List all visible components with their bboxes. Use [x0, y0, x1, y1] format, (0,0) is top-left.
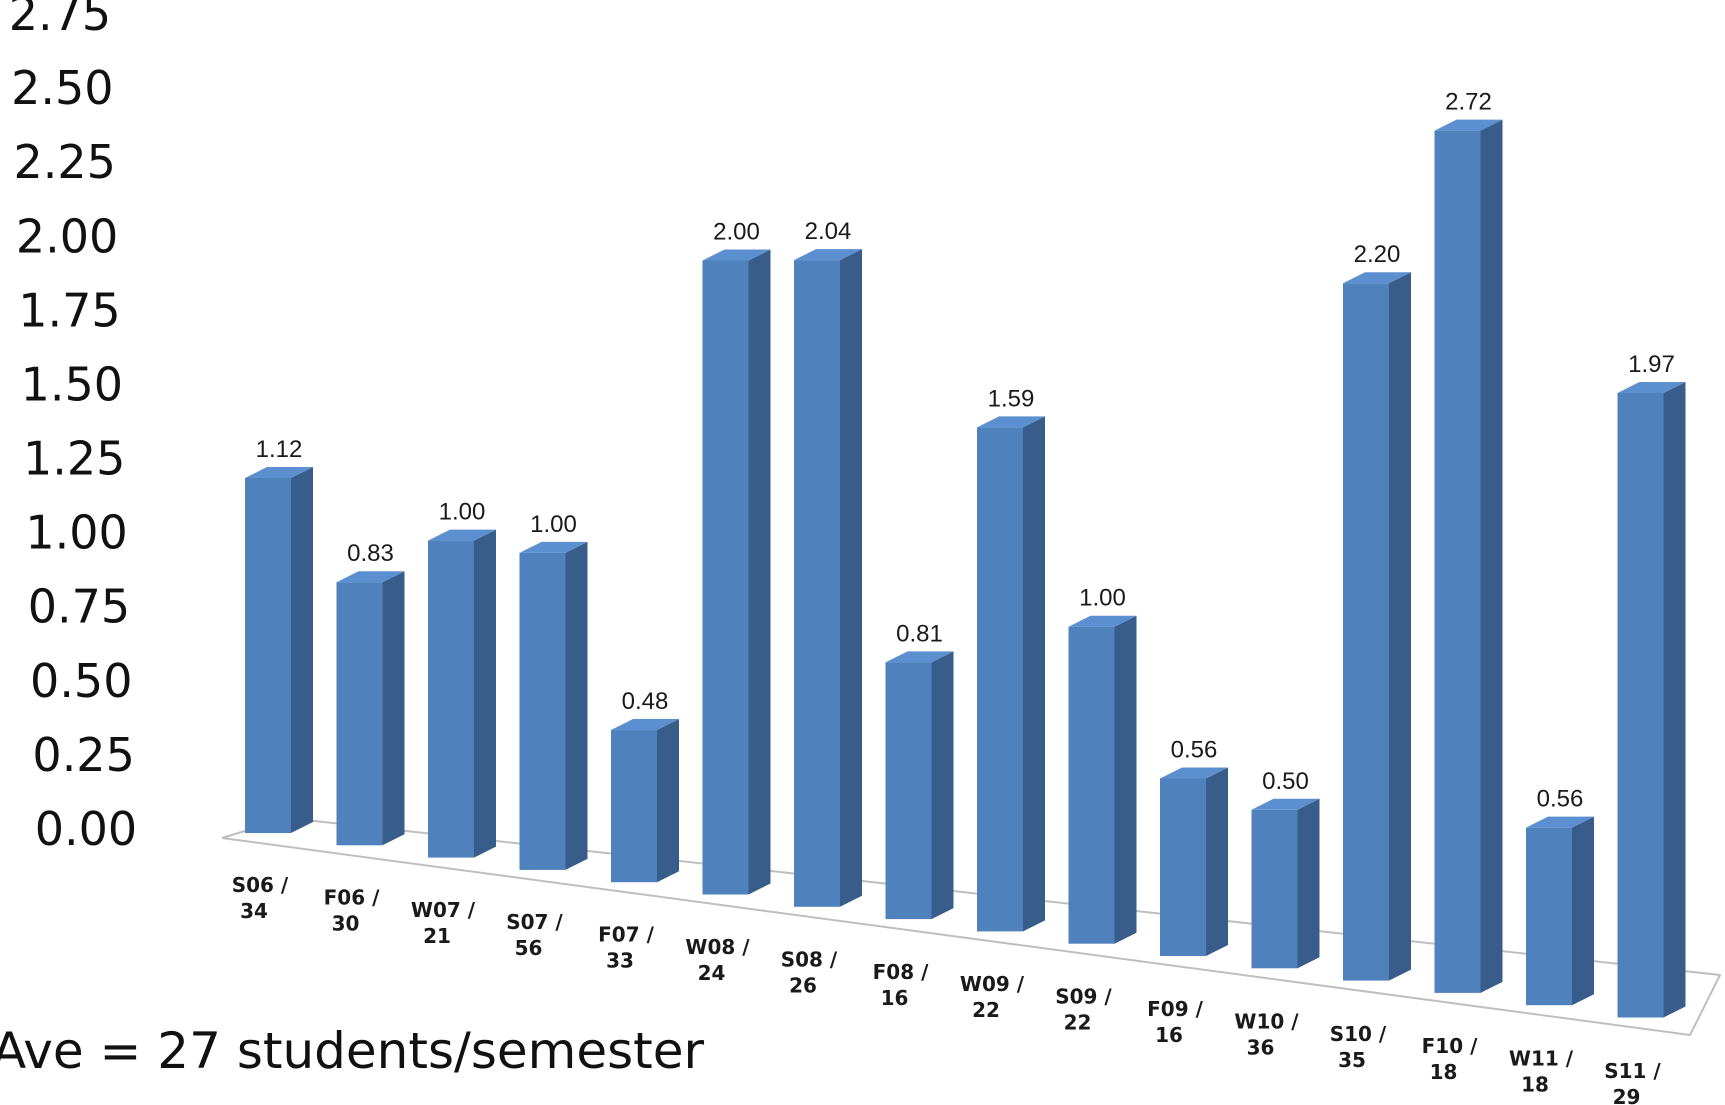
- x-tick-label: F08 /16: [873, 960, 929, 1010]
- data-label: 1.00: [439, 499, 486, 526]
- bar-front: [885, 662, 932, 920]
- bar-front: [1251, 809, 1298, 969]
- bar-front: [428, 540, 474, 858]
- bar-top: [245, 466, 313, 478]
- average-note: Ave = 27 students/semester: [0, 1022, 705, 1080]
- x-tick-label: W10 /36: [1234, 1009, 1299, 1059]
- bar-front: [1160, 778, 1206, 956]
- y-tick-label: 1.00: [25, 506, 127, 560]
- x-tick-label: W11 /18: [1509, 1047, 1574, 1097]
- data-label: 1.59: [988, 385, 1035, 412]
- x-tick-label: F07 /33: [598, 923, 654, 973]
- y-tick-label: 2.50: [11, 61, 113, 115]
- bar-top: [885, 651, 954, 663]
- bar-front: [1617, 393, 1664, 1018]
- data-labels-group: 1.12 0.83 1.00 1.00 0.48 2.00 2.04 0.81 1.59 1.00…: [256, 89, 1675, 813]
- bar-side: [748, 249, 771, 895]
- bar-top: [1617, 382, 1686, 394]
- x-tick-label: S09 /22: [1055, 985, 1112, 1035]
- bar-side: [474, 529, 496, 858]
- y-tick-label: 0.25: [32, 728, 134, 782]
- bar-top: [1434, 119, 1503, 131]
- x-tick-label: S10 /35: [1330, 1022, 1387, 1072]
- data-label: 2.04: [805, 218, 852, 245]
- x-tick-label: W08 /24: [685, 935, 750, 985]
- bar-front: [1068, 626, 1115, 944]
- x-tick-label: S11 /29: [1604, 1059, 1661, 1105]
- y-tick-label: 1.75: [18, 283, 120, 337]
- bar-front: [1526, 827, 1572, 1006]
- x-tick-label: W07 /21: [411, 898, 476, 948]
- x-tick-label: F06 /30: [324, 885, 380, 935]
- x-tick-label: W09 /22: [960, 972, 1025, 1022]
- data-label: 0.48: [622, 688, 669, 715]
- x-tick-label: F10 /18: [1422, 1034, 1478, 1084]
- bar-side: [1663, 382, 1686, 1018]
- bar-top: [1068, 615, 1137, 627]
- bar-side: [1114, 615, 1137, 944]
- data-label: 1.12: [256, 436, 303, 463]
- bars-group: [245, 119, 1686, 1018]
- y-tick-label: 1.25: [23, 432, 125, 486]
- bar-side: [1389, 272, 1411, 981]
- data-label: 1.00: [530, 511, 577, 538]
- bar-top: [702, 249, 771, 261]
- x-tick-label: S08 /26: [781, 947, 838, 997]
- bar-top: [428, 529, 496, 541]
- x-tick-label: S07 /56: [506, 910, 563, 960]
- bar-front: [977, 427, 1023, 932]
- bar-front: [1343, 283, 1389, 981]
- bar-side: [931, 651, 954, 920]
- bar-side: [565, 541, 588, 870]
- bar-top: [1526, 816, 1594, 828]
- bar-top: [794, 249, 862, 261]
- bar-side: [1480, 119, 1503, 993]
- bar-side: [1572, 816, 1594, 1006]
- bar-top: [1160, 767, 1228, 779]
- bar-front: [245, 477, 291, 833]
- bar-front: [611, 730, 657, 883]
- bar-top: [977, 416, 1045, 428]
- bar-side: [840, 249, 862, 907]
- bar-side: [657, 719, 679, 883]
- data-label: 0.50: [1262, 768, 1309, 795]
- bar-side: [1206, 767, 1228, 956]
- data-label: 1.97: [1628, 351, 1675, 378]
- x-tick-label: F09 /16: [1147, 997, 1203, 1047]
- bar-front: [519, 552, 566, 870]
- y-tick-label: 0.50: [30, 654, 132, 708]
- data-label: 0.81: [896, 620, 943, 647]
- bar-front: [794, 260, 840, 907]
- y-tick-label: 2.75: [9, 0, 111, 41]
- data-label: 0.56: [1537, 786, 1584, 813]
- data-label: 2.20: [1354, 241, 1401, 268]
- y-axis: 0.00 0.25 0.50 0.75 1.00 1.25 1.50 1.75 2.00 2.25…: [9, 0, 137, 856]
- data-label: 0.83: [347, 540, 394, 567]
- data-label: 0.56: [1171, 736, 1218, 763]
- bar-front: [1434, 130, 1481, 993]
- y-tick-label: 0.75: [28, 580, 130, 634]
- data-label: 2.72: [1445, 89, 1492, 116]
- bar-side: [1023, 416, 1045, 932]
- y-tick-label: 2.00: [16, 209, 118, 263]
- bar-front: [702, 260, 749, 895]
- data-label: 1.00: [1079, 585, 1126, 612]
- x-tick-label: S06 /34: [232, 873, 289, 923]
- bar-front: [336, 582, 383, 846]
- bar-top: [1251, 798, 1320, 810]
- bar-side: [1297, 798, 1320, 969]
- y-tick-label: 2.25: [14, 135, 116, 189]
- y-tick-label: 0.00: [35, 802, 137, 856]
- x-axis-labels: S06 /34 F06 /30 W07 /21 S07 /56 F07 /33 W08 /…: [232, 873, 1662, 1105]
- bar-side: [382, 571, 405, 846]
- y-tick-label: 1.50: [21, 357, 123, 411]
- bar-top: [611, 719, 679, 731]
- data-label: 2.00: [713, 219, 760, 246]
- bar-top: [1343, 272, 1411, 284]
- bar-side: [291, 466, 313, 833]
- bar-top: [336, 571, 405, 583]
- bar-top: [519, 541, 588, 553]
